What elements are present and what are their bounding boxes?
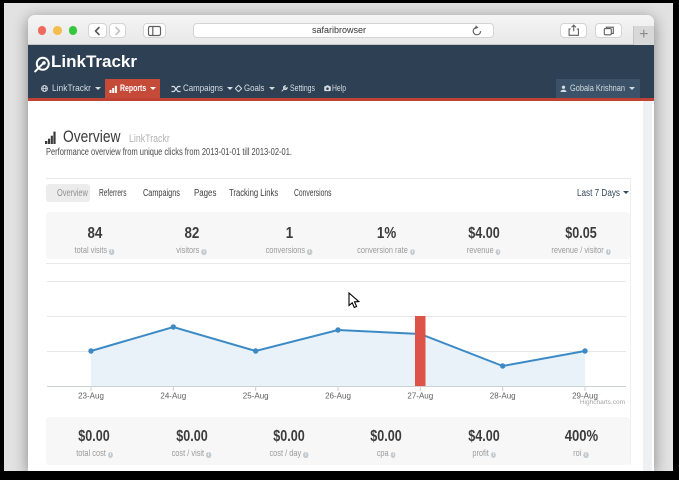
svg-text:29-Aug: 29-Aug xyxy=(572,392,598,401)
svg-text:26-Aug: 26-Aug xyxy=(325,392,351,401)
svg-text:27-Aug: 27-Aug xyxy=(407,392,433,401)
svg-text:24-Aug: 24-Aug xyxy=(160,392,186,401)
svg-text:25-Aug: 25-Aug xyxy=(243,392,269,401)
svg-text:23-Aug: 23-Aug xyxy=(78,392,104,401)
svg-text:28-Aug: 28-Aug xyxy=(490,392,516,401)
svg-text:Highcharts.com: Highcharts.com xyxy=(580,399,625,406)
